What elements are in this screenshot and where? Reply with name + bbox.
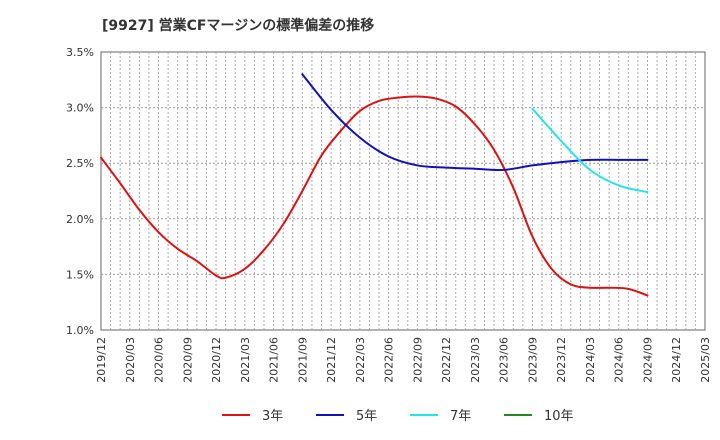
y-tick-label: 2.5% — [66, 157, 94, 170]
y-tick-label: 2.0% — [66, 213, 94, 226]
x-tick-label: 2024/06 — [613, 337, 626, 383]
x-tick-label: 2024/12 — [670, 337, 683, 383]
x-tick-label: 2021/03 — [239, 337, 252, 383]
x-tick-label: 2022/06 — [383, 337, 396, 383]
legend-label: 10年 — [544, 409, 574, 424]
y-tick-label: 3.0% — [66, 102, 94, 115]
x-tick-label: 2020/03 — [124, 337, 137, 383]
axis-layer: 1.0% 1.5% 2.0% 2.5% 3.0% 3.5% 2019/12 2020/03 20… — [66, 46, 712, 383]
x-tick-label: 2021/12 — [325, 337, 338, 383]
y-tick-label: 1.5% — [66, 268, 94, 281]
x-tick-label: 2022/09 — [411, 337, 424, 383]
y-tick-label: 3.5% — [66, 46, 94, 59]
legend-label: 5年 — [356, 409, 377, 424]
x-tick-label: 2021/09 — [296, 337, 309, 383]
x-tick-label: 2022/12 — [440, 337, 453, 383]
x-tick-label: 2023/09 — [526, 337, 539, 383]
series-line-0 — [100, 95, 649, 297]
x-tick-label: 2023/03 — [469, 337, 482, 383]
x-tick-label: 2020/12 — [210, 337, 223, 383]
legend-label: 3年 — [262, 409, 283, 424]
x-tick-label: 2023/12 — [555, 337, 568, 383]
x-tick-label: 2020/06 — [153, 337, 166, 383]
series-layer — [100, 73, 649, 297]
legend-label: 7年 — [450, 409, 471, 424]
x-tick-label: 2020/09 — [181, 337, 194, 383]
grid-layer — [101, 52, 705, 330]
series-line-1 — [301, 73, 649, 171]
x-tick-label: 2021/06 — [268, 337, 281, 383]
y-tick-label: 1.0% — [66, 324, 94, 337]
series-line-2 — [531, 107, 649, 194]
plot-area — [100, 51, 706, 331]
x-tick-label: 2025/03 — [699, 337, 712, 383]
x-tick-label: 2019/12 — [95, 337, 108, 383]
x-tick-label: 2022/03 — [354, 337, 367, 383]
legend: 3年 5年 7年 10年 — [222, 409, 574, 424]
x-tick-label: 2023/06 — [498, 337, 511, 383]
x-tick-label: 2024/03 — [584, 337, 597, 383]
x-tick-label: 2024/09 — [641, 337, 654, 383]
chart-title: [9927] 営業CFマージンの標準偏差の推移 — [102, 18, 375, 34]
